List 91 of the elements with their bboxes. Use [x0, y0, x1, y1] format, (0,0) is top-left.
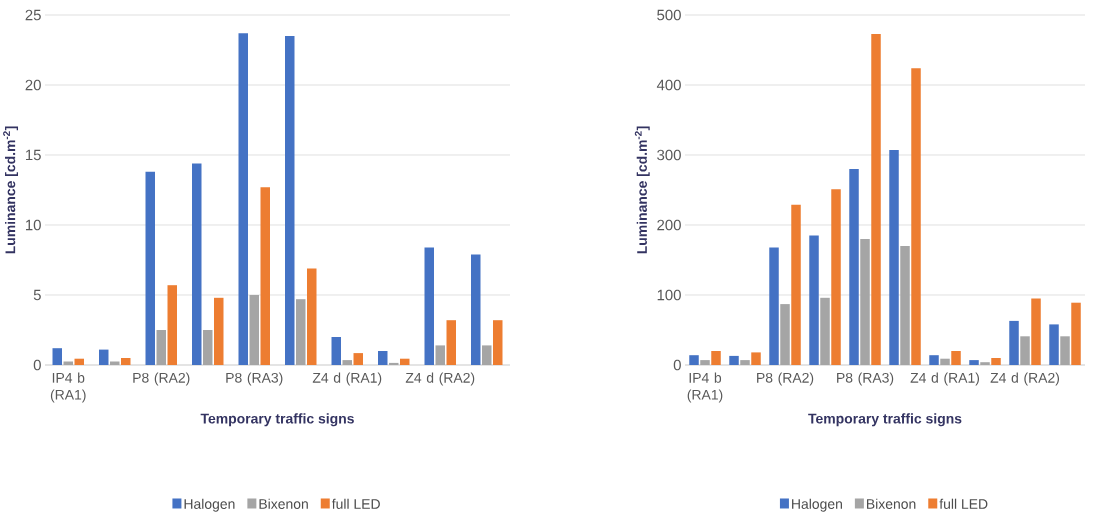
bar: [980, 362, 990, 365]
bar: [929, 355, 939, 365]
bar: [689, 355, 699, 365]
bar: [167, 285, 177, 365]
bar: [700, 360, 710, 365]
bar: [871, 33, 881, 365]
bar: [435, 345, 445, 365]
legend-label: full LED: [939, 498, 988, 509]
bar: [791, 204, 801, 365]
x-tick-label: P8 (RA2): [757, 372, 814, 386]
x-tick-label: P8 (RA3): [837, 372, 894, 386]
x-tick-label: P8 (RA3): [226, 372, 283, 386]
bar: [860, 239, 870, 365]
bar: [809, 235, 819, 365]
bar: [192, 163, 202, 365]
bar: [99, 349, 109, 365]
bar: [203, 330, 213, 365]
y-tick-label: 10: [26, 219, 41, 231]
bar: [951, 351, 961, 365]
bar: [889, 150, 899, 365]
y-tick-label: 25: [25, 9, 41, 21]
bar: [1031, 298, 1041, 365]
bar: [400, 358, 410, 365]
bar: [331, 337, 341, 365]
bar: [260, 187, 270, 365]
bar: [110, 361, 120, 365]
y-tick-label: 5: [33, 289, 41, 301]
bar: [482, 345, 492, 365]
bar: [74, 358, 84, 365]
bar: [711, 351, 721, 365]
x-axis-title: Temporary traffic signs: [808, 413, 962, 427]
bar: [156, 330, 166, 365]
x-tick-label: Z4 d (RA1): [312, 372, 382, 386]
bar: [969, 360, 979, 365]
y-axis-title: Luminance [cd.m$^{-2}$]: [3, 126, 19, 254]
bar: [900, 246, 910, 365]
bar: [52, 348, 62, 365]
x-tick-label: Z4 d (RA2): [405, 372, 475, 386]
bar: [145, 171, 155, 365]
x-tick-label: IP4 b (RA1): [50, 372, 86, 403]
x-tick-label: IP4 b (RA1): [687, 372, 723, 403]
bar: [1071, 302, 1081, 365]
bar: [342, 360, 352, 365]
y-tick-label: 0: [673, 359, 681, 371]
bar: [1049, 324, 1059, 365]
legend-label: Halogen: [184, 498, 235, 512]
bar: [249, 295, 259, 365]
legend-label: Halogen: [792, 498, 842, 512]
bar: [471, 254, 481, 365]
bar: [780, 304, 790, 365]
legend-label: Bixenon: [867, 498, 916, 509]
bar: [769, 247, 779, 365]
bar: [121, 358, 131, 365]
bar: [911, 68, 921, 365]
bar: [493, 320, 503, 365]
bar: [285, 36, 295, 365]
x-tick-label: Z4 d (RA1): [910, 372, 980, 386]
bar: [740, 360, 750, 365]
x-tick-label: P8 (RA2): [133, 372, 190, 386]
y-axis-title: Luminance [cd.m$^{-2}$]: [634, 126, 650, 254]
y-tick-label: 15: [26, 149, 41, 161]
bar: [296, 299, 306, 365]
bar: [940, 358, 950, 365]
bar: [214, 297, 224, 365]
y-tick-label: 500: [657, 9, 681, 21]
bar: [751, 352, 761, 365]
bar: [307, 268, 317, 365]
legend-label: full LED: [331, 498, 380, 509]
y-tick-label: 200: [657, 219, 681, 231]
bar: [729, 355, 739, 365]
bar: [446, 320, 456, 365]
y-tick-label: 400: [656, 79, 681, 91]
bar: [820, 297, 830, 365]
y-tick-label: 0: [33, 359, 41, 371]
bar: [424, 247, 434, 365]
y-tick-label: 20: [25, 79, 41, 91]
bar: [238, 33, 248, 365]
bar: [1060, 336, 1070, 365]
bar: [831, 189, 841, 365]
bar: [1009, 320, 1019, 365]
legend-label: Bixenon: [259, 498, 308, 509]
bar: [353, 353, 363, 365]
bar: [378, 351, 388, 365]
x-axis-title: Temporary traffic signs: [200, 413, 354, 427]
y-tick-label: 100: [657, 289, 681, 301]
bar: [849, 169, 859, 365]
bar: [1020, 336, 1030, 365]
bar: [389, 362, 399, 365]
y-tick-label: 300: [657, 149, 681, 161]
x-tick-label: Z4 d (RA2): [990, 372, 1060, 386]
bar: [991, 358, 1001, 365]
